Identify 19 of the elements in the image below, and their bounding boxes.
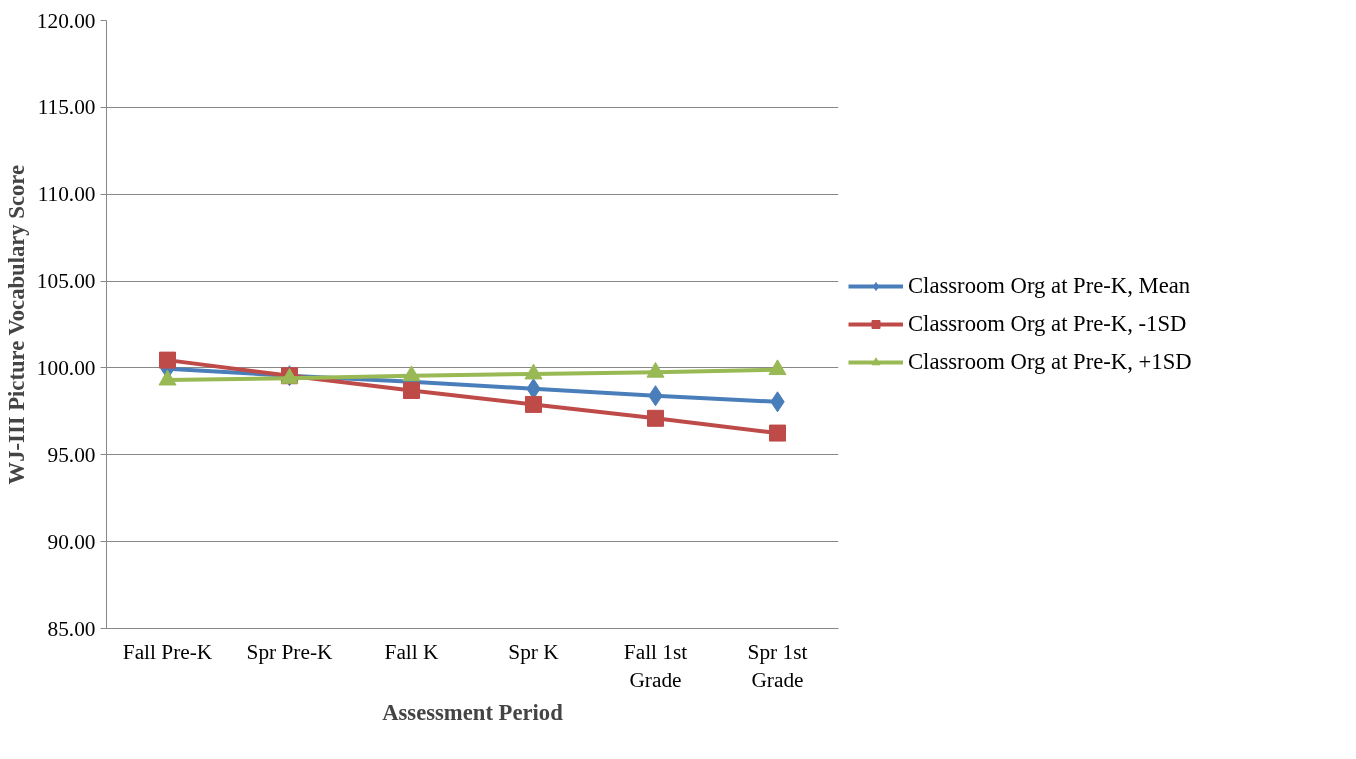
y-tick-label: 115.00	[37, 95, 96, 120]
x-tick-label: Fall Pre-K	[122, 639, 213, 664]
x-axis-title: Assessment Period	[382, 700, 564, 726]
y-tick-label: 100.00	[36, 355, 96, 380]
y-axis-title: WJ-III Picture Vocabulary Score	[3, 164, 29, 485]
x-tick-label: Spr Pre-K	[246, 639, 334, 664]
y-tick-label: 90.00	[47, 529, 96, 554]
legend-label: Classroom Org at Pre-K, Mean	[908, 273, 1191, 299]
x-tick-label: Fall K	[384, 639, 440, 664]
y-tick-label: 110.00	[37, 182, 96, 207]
x-tick-label: Spr K	[508, 639, 560, 664]
x-tick-label: Spr 1st Grade	[747, 639, 808, 693]
y-tick-label: 105.00	[36, 269, 96, 294]
legend-label: Classroom Org at Pre-K, +1SD	[908, 349, 1192, 375]
y-tick-label: 120.00	[36, 8, 96, 33]
y-tick-label: 85.00	[47, 616, 96, 641]
y-tick-label: 95.00	[47, 442, 96, 467]
x-tick-label: Fall 1st Grade	[623, 639, 688, 693]
legend-label: Classroom Org at Pre-K, -1SD	[908, 311, 1187, 337]
